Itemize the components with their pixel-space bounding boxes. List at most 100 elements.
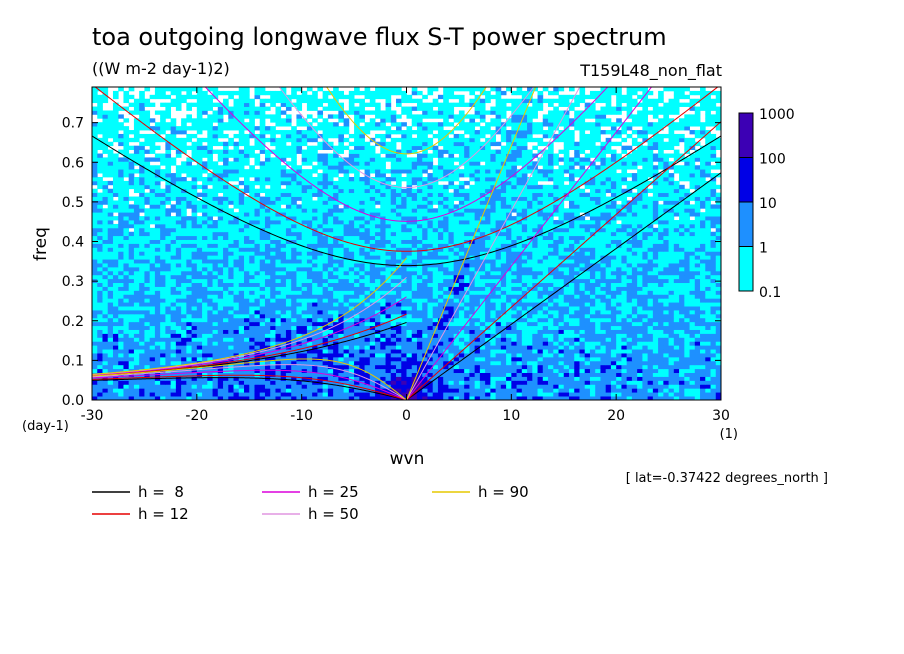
power-cell (170, 298, 177, 303)
power-cell (254, 321, 261, 327)
power-cell (291, 243, 297, 248)
power-cell (359, 266, 365, 272)
power-cell (500, 313, 507, 319)
power-cell (689, 349, 696, 354)
power-cell (270, 333, 276, 338)
power-cell (92, 259, 98, 264)
power-cell (270, 302, 276, 307)
power-cell (396, 384, 402, 389)
power-cell (401, 235, 407, 240)
power-cell (359, 345, 365, 350)
power-cell (133, 341, 140, 346)
power-cell (453, 302, 460, 307)
power-cell (285, 360, 292, 366)
power-cell (684, 376, 690, 381)
power-cell (380, 270, 386, 276)
power-cell (338, 259, 344, 264)
power-cell (469, 353, 476, 358)
power-cell (563, 278, 570, 284)
power-cell (595, 364, 601, 370)
power-cell (296, 345, 303, 350)
power-cell (149, 243, 156, 248)
power-cell (128, 345, 135, 350)
power-cell (532, 251, 538, 256)
power-cell (647, 341, 654, 346)
power-cell (396, 364, 402, 370)
power-cell (500, 341, 507, 346)
power-cell (616, 337, 622, 342)
power-cell (223, 302, 229, 307)
power-cell (275, 266, 282, 272)
power-cell (333, 360, 339, 366)
power-cell (228, 255, 234, 260)
power-cell (437, 349, 444, 354)
power-cell (432, 392, 439, 397)
power-cell (589, 306, 596, 311)
power-cell (401, 278, 407, 284)
power-cell (642, 286, 649, 291)
power-cell (668, 356, 675, 362)
power-cell (537, 298, 544, 303)
power-cell (469, 372, 476, 377)
power-cell (642, 302, 649, 307)
power-cell (285, 341, 292, 346)
power-cell (354, 337, 360, 342)
power-cell (380, 239, 386, 244)
power-cell (616, 329, 622, 334)
power-cell (542, 321, 549, 327)
power-cell (406, 302, 413, 307)
power-cell (500, 286, 507, 291)
power-cell (396, 368, 402, 374)
power-cell (464, 345, 470, 350)
power-cell (500, 282, 507, 287)
power-cell (244, 247, 250, 252)
power-cell (684, 364, 690, 370)
power-cell (558, 282, 565, 287)
power-cell (521, 286, 528, 291)
power-cell (422, 259, 428, 264)
power-cell (97, 396, 103, 400)
power-cell (160, 321, 166, 327)
power-cell (333, 384, 339, 389)
power-cell (390, 380, 397, 385)
power-cell (238, 388, 245, 393)
power-cell (647, 356, 654, 362)
power-cell (637, 376, 643, 381)
power-cell (605, 329, 612, 334)
power-cell (464, 372, 470, 377)
power-cell (343, 259, 350, 264)
power-cell (600, 270, 607, 276)
power-cell (348, 294, 355, 299)
power-cell (710, 313, 717, 319)
power-cell (700, 388, 706, 393)
power-cell (700, 239, 706, 244)
power-cell (364, 239, 371, 244)
power-cell (186, 396, 192, 400)
power-cell (652, 263, 659, 268)
power-cell (563, 243, 570, 248)
power-cell (495, 294, 502, 299)
power-cell (700, 356, 706, 362)
power-cell (385, 317, 392, 323)
power-cell (139, 349, 145, 354)
power-cell (259, 310, 266, 315)
power-cell (485, 353, 491, 358)
power-cell (228, 243, 234, 248)
power-cell (458, 388, 465, 393)
power-cell (715, 317, 721, 323)
power-cell (348, 376, 355, 381)
power-cell (343, 286, 350, 291)
power-cell (317, 360, 324, 366)
power-cell (380, 329, 386, 334)
power-cell (249, 388, 255, 393)
power-cell (621, 345, 628, 350)
power-cell (333, 235, 339, 240)
power-cell (568, 364, 575, 370)
power-cell (448, 274, 455, 280)
power-cell (453, 274, 460, 280)
power-cell (411, 302, 418, 307)
power-cell (385, 282, 392, 287)
power-cell (658, 376, 664, 381)
power-cell (458, 384, 465, 389)
power-cell (128, 239, 135, 244)
